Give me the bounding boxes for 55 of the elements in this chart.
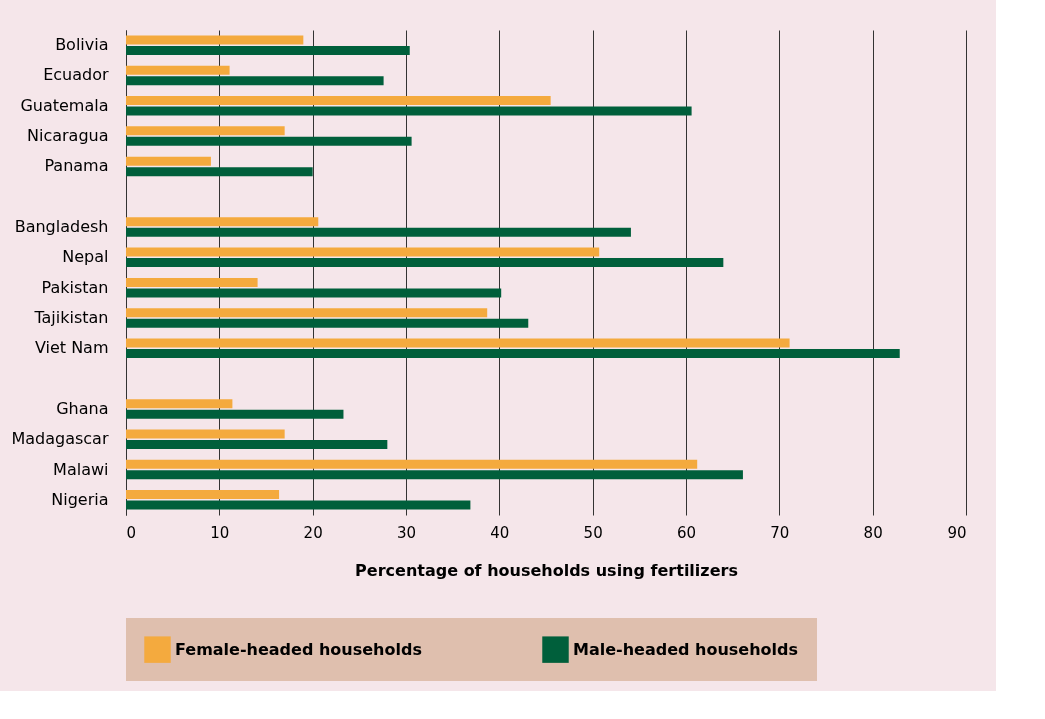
y-tick-label: Bolivia <box>55 35 109 55</box>
bar <box>126 136 412 146</box>
bar <box>126 429 285 439</box>
y-tick-label: Malawi <box>53 459 109 479</box>
y-tick-label: Nigeria <box>51 489 109 509</box>
y-tick-label: Pakistan <box>41 277 109 297</box>
bar <box>126 217 319 227</box>
y-tick-label: Madagascar <box>11 429 109 449</box>
bar <box>126 349 900 359</box>
y-tick-label: Viet Nam <box>34 338 109 358</box>
bar <box>126 399 233 409</box>
bar <box>126 96 551 106</box>
bar <box>126 470 743 480</box>
bar <box>126 106 692 116</box>
x-tick-label: 20 <box>303 523 323 542</box>
x-tick-label: 90 <box>947 523 967 542</box>
bar <box>126 318 529 328</box>
x-tick-label: 30 <box>396 523 417 542</box>
bar <box>126 126 285 136</box>
bar <box>126 227 631 237</box>
bar <box>126 76 384 86</box>
bar <box>126 45 410 55</box>
x-tick-label: 0 <box>126 523 137 542</box>
y-tick-label: Ecuador <box>43 65 109 85</box>
bar <box>126 35 304 45</box>
y-tick-label: Ghana <box>56 398 109 418</box>
y-tick-label: Bangladesh <box>14 217 109 237</box>
x-tick-label: 10 <box>210 523 230 542</box>
bar <box>126 247 600 257</box>
bar <box>126 258 724 268</box>
bar <box>126 338 790 348</box>
bar <box>126 65 230 75</box>
bar <box>126 308 488 318</box>
x-tick-label: 70 <box>770 523 790 542</box>
legend-label: Male-headed households <box>573 639 799 659</box>
bar <box>126 288 502 298</box>
bar <box>126 500 471 510</box>
bar <box>126 490 280 500</box>
y-tick-label: Tajikistan <box>33 307 109 327</box>
y-tick-label: Nicaragua <box>27 126 109 146</box>
legend-label: Female-headed households <box>175 639 422 659</box>
y-tick-label: Guatemala <box>20 95 109 115</box>
bar <box>126 439 388 449</box>
x-tick-label: 60 <box>676 523 697 542</box>
x-axis-title: Percentage of households using fertilizers <box>355 560 738 580</box>
y-tick-label: Panama <box>44 156 109 176</box>
x-tick-label: 80 <box>863 523 883 542</box>
x-tick-label: 40 <box>490 523 510 542</box>
bar <box>126 167 313 177</box>
bar <box>126 156 211 166</box>
x-tick-label: 50 <box>583 523 603 542</box>
bar <box>126 409 344 419</box>
bar <box>126 459 698 469</box>
bar <box>126 277 258 287</box>
y-tick-label: Nepal <box>62 247 109 267</box>
